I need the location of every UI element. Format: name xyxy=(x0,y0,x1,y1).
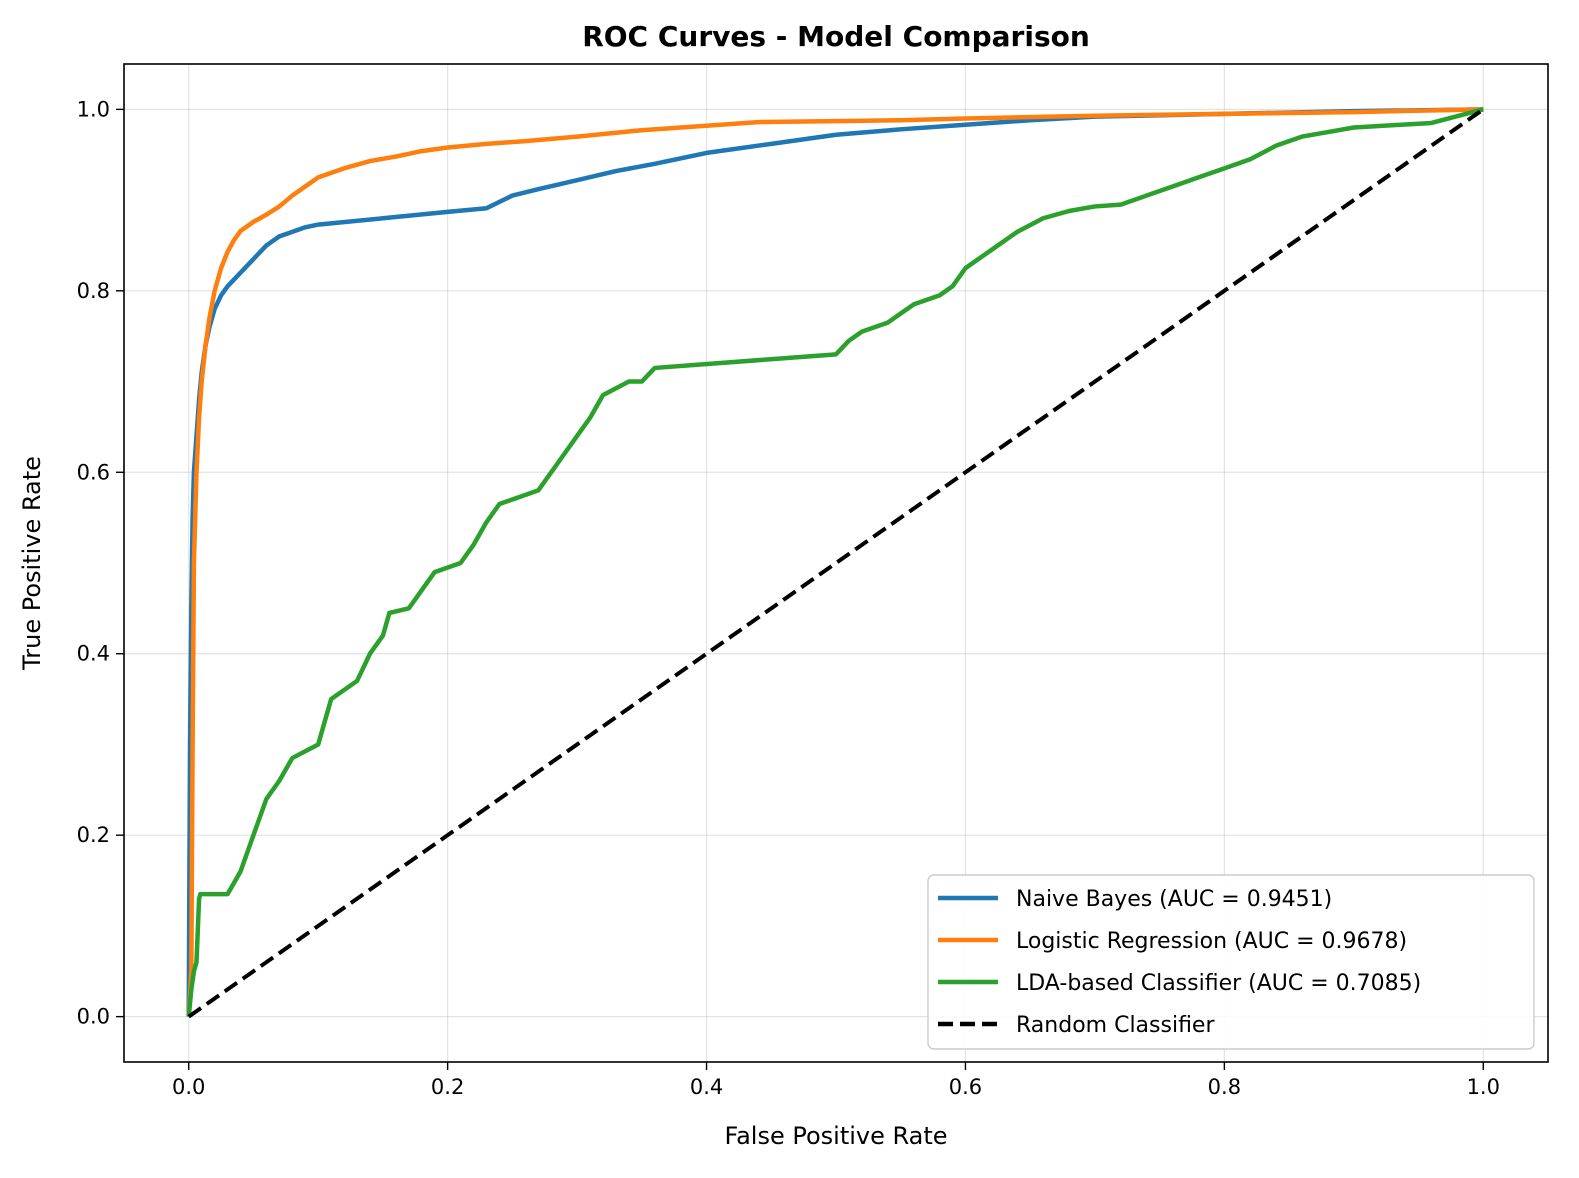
y-tick-label: 0.0 xyxy=(77,1005,110,1029)
x-axis-ticks: 0.0 0.2 0.4 0.6 0.8 1.0 xyxy=(172,1062,1500,1099)
series-line-2 xyxy=(186,107,1484,1017)
legend-label-1: Logistic Regression (AUC = 0.9678) xyxy=(1016,929,1407,954)
x-tick-label: 0.6 xyxy=(949,1075,982,1099)
legend: Naive Bayes (AUC = 0.9451) Logistic Regre… xyxy=(927,874,1535,1050)
chart-title: ROC Curves - Model Comparison xyxy=(582,20,1090,53)
x-axis-label: False Positive Rate xyxy=(724,1122,947,1150)
x-tick-label: 0.0 xyxy=(172,1075,205,1099)
x-tick-label: 0.4 xyxy=(690,1075,723,1099)
x-tick-label: 0.8 xyxy=(1208,1075,1241,1099)
series-layer xyxy=(186,107,1485,1019)
legend-label-3: Random Classifier xyxy=(1016,1013,1215,1038)
y-tick-label: 0.6 xyxy=(77,460,110,484)
plot-frame xyxy=(123,63,1549,1063)
y-axis-ticks: 0.0 0.2 0.4 0.6 0.8 1.0 xyxy=(77,97,124,1029)
y-tick-label: 0.8 xyxy=(77,279,110,303)
y-tick-label: 0.4 xyxy=(77,642,110,666)
series-line-1 xyxy=(186,107,1484,1017)
x-tick-label: 1.0 xyxy=(1467,1075,1500,1099)
grid-lines xyxy=(124,64,1548,1062)
y-axis-label: True Positive Rate xyxy=(18,456,46,671)
legend-label-0: Naive Bayes (AUC = 0.9451) xyxy=(1016,887,1332,912)
y-tick-label: 0.2 xyxy=(77,823,110,847)
legend-frame xyxy=(927,874,1535,1050)
y-tick-label: 1.0 xyxy=(77,97,110,121)
legend-label-2: LDA-based Classifier (AUC = 0.7085) xyxy=(1016,971,1421,996)
x-tick-label: 0.2 xyxy=(431,1075,464,1099)
